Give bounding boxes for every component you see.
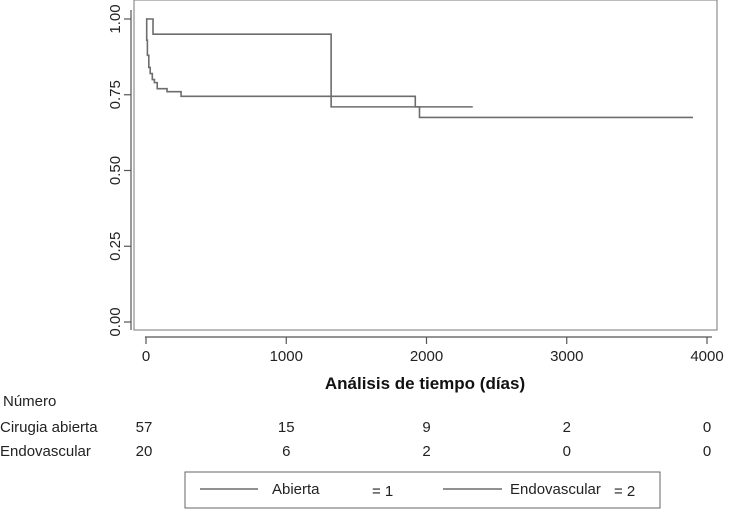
legend-label-endovascular: Endovascular xyxy=(510,481,601,498)
risk-value: 57 xyxy=(136,419,153,436)
risk-value: 20 xyxy=(136,443,153,460)
y-tick-label: 0.25 xyxy=(107,232,124,261)
y-tick-label: 0.75 xyxy=(107,80,124,109)
x-tick-label: 1000 xyxy=(270,348,303,365)
y-tick-label: 0.50 xyxy=(107,156,124,185)
risk-table: Número Cirugia abierta Endovascular 57 15… xyxy=(0,393,711,460)
x-tick-label: 0 xyxy=(142,348,150,365)
legend-value-endovascular: = 2 xyxy=(614,483,635,500)
series-line-endovascular xyxy=(146,18,693,119)
plot-area xyxy=(133,0,718,331)
risk-row-label-abierta: Cirugia abierta xyxy=(0,419,98,436)
series-layer xyxy=(145,18,693,119)
legend-value-abierta: = 1 xyxy=(372,483,393,500)
risk-value: 0 xyxy=(563,443,571,460)
risk-table-header: Número xyxy=(3,393,56,410)
risk-value: 15 xyxy=(278,419,295,436)
risk-values: 57 15 9 2 020 6 2 0 0 xyxy=(136,419,712,460)
series-line-abierta xyxy=(145,18,473,108)
risk-value: 0 xyxy=(703,443,711,460)
x-tick-label: 3000 xyxy=(550,348,583,365)
y-tick-label: 0.00 xyxy=(107,307,124,336)
x-tick-label: 2000 xyxy=(410,348,443,365)
risk-value: 6 xyxy=(282,443,290,460)
x-tick-label: 4000 xyxy=(690,348,723,365)
risk-value: 0 xyxy=(703,419,711,436)
legend-label-abierta: Abierta xyxy=(272,481,320,498)
x-ticks: 0 1000 2000 3000 4000 xyxy=(142,337,724,365)
risk-value: 9 xyxy=(422,419,430,436)
risk-row-label-endovascular: Endovascular xyxy=(0,443,91,460)
y-ticks: 0.00 0.25 0.50 0.75 1.00 xyxy=(107,4,131,337)
y-tick-label: 1.00 xyxy=(107,4,124,33)
risk-value: 2 xyxy=(563,419,571,436)
legend-box xyxy=(184,471,661,509)
x-axis-label: Análisis de tiempo (días) xyxy=(325,374,525,393)
risk-value: 2 xyxy=(422,443,430,460)
legend: Abierta = 1 Endovascular = 2 xyxy=(184,471,661,509)
